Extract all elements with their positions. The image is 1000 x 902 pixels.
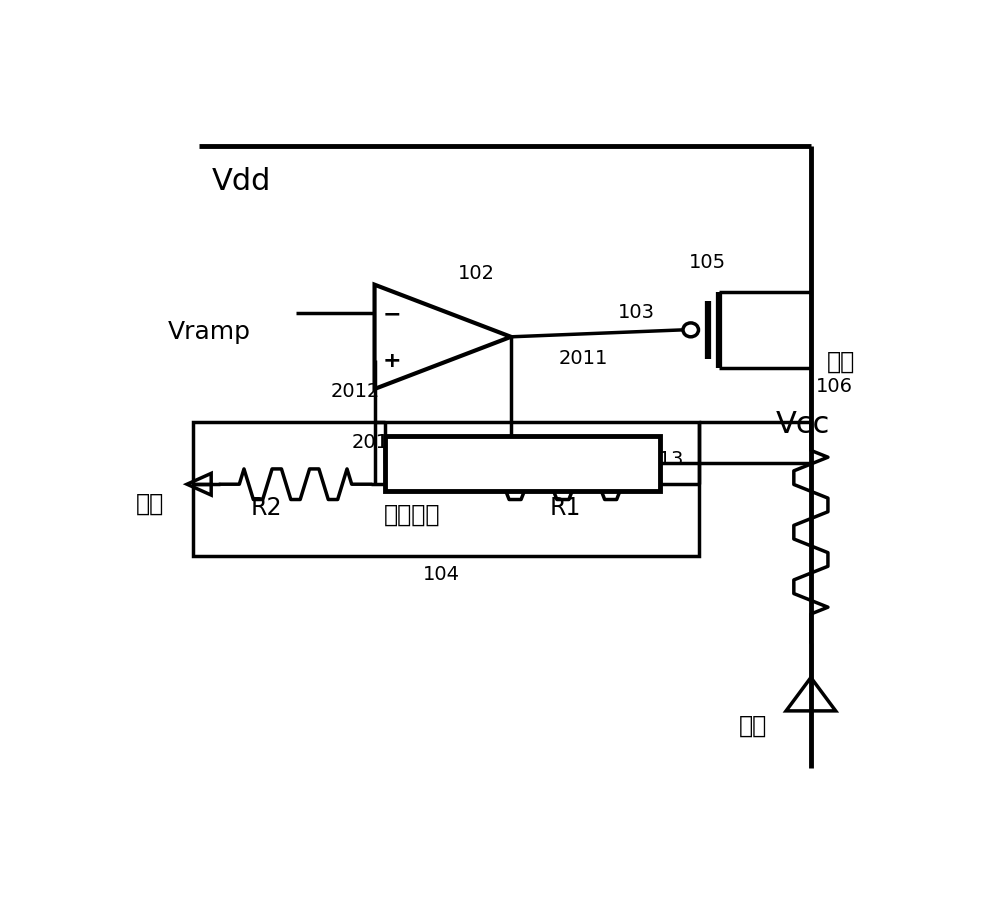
Text: 105: 105 — [689, 253, 726, 272]
Text: +: + — [382, 351, 401, 371]
Text: 102: 102 — [458, 264, 495, 283]
Text: 2011: 2011 — [559, 349, 608, 368]
Text: 接地: 接地 — [136, 491, 164, 515]
Text: 动态电流源: 动态电流源 — [486, 452, 557, 476]
Bar — [385, 436, 660, 492]
Text: 201: 201 — [352, 432, 389, 451]
Text: Vdd: Vdd — [212, 167, 271, 196]
Text: −: − — [382, 304, 401, 324]
Text: R1: R1 — [550, 495, 581, 520]
Text: Vramp: Vramp — [168, 320, 251, 344]
Text: 2013: 2013 — [635, 449, 684, 468]
Bar — [193, 422, 698, 557]
Text: R2: R2 — [250, 495, 282, 520]
Text: 103: 103 — [618, 303, 655, 322]
Text: 负载: 负载 — [826, 350, 855, 373]
Text: 104: 104 — [423, 564, 460, 583]
Text: Vcc: Vcc — [776, 410, 830, 438]
Text: 2012: 2012 — [330, 382, 380, 400]
Text: 接地: 接地 — [739, 713, 767, 736]
Text: 106: 106 — [816, 376, 853, 396]
Text: 反馈电路: 反馈电路 — [384, 502, 440, 527]
